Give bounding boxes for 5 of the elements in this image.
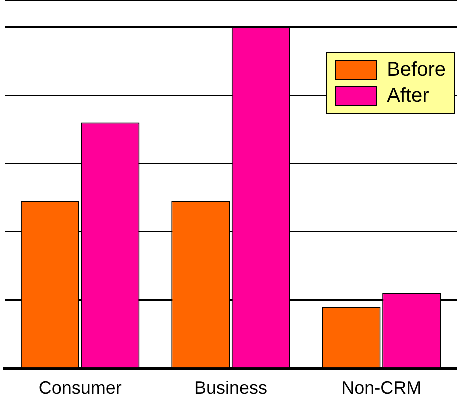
x-tick-label: Consumer [38, 378, 122, 398]
legend-label: After [387, 84, 430, 109]
x-tick-label: Business [194, 378, 268, 398]
legend-label: Before [387, 58, 446, 83]
x-tick-label: Non-CRM [342, 378, 422, 398]
